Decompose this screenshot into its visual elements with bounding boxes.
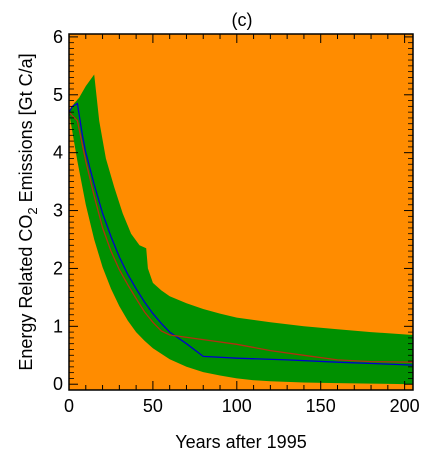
- y-tick-label: 1: [53, 316, 63, 336]
- x-axis-label: Years after 1995: [175, 432, 306, 452]
- x-tick-label: 200: [390, 396, 420, 416]
- axis-ticks: [68, 34, 413, 390]
- y-tick-label: 3: [53, 201, 63, 221]
- plot-frame: [68, 33, 414, 391]
- y-axis-label: Energy Related CO2 Emissions [Gt C/a]: [16, 53, 40, 370]
- y-tick-label: 5: [53, 85, 63, 105]
- y-tick-label: 2: [53, 258, 63, 278]
- x-tick-label: 100: [222, 396, 252, 416]
- y-axis-label-part2: Emissions [Gt C/a]: [16, 53, 36, 207]
- x-tick-label: 150: [306, 396, 336, 416]
- plot-content: [68, 74, 414, 385]
- tick-labels: 0 50 100 150 200 0 1 2 3 4 5 6: [53, 27, 420, 416]
- y-tick-label: 0: [53, 374, 63, 394]
- series-line-2: [68, 111, 414, 363]
- x-tick-label: 0: [64, 396, 74, 416]
- y-tick-label: 6: [53, 27, 63, 47]
- x-tick-label: 50: [143, 396, 163, 416]
- y-axis-label-subscript: 2: [25, 207, 40, 214]
- y-tick-label: 4: [53, 143, 63, 163]
- series-line-1: [68, 102, 414, 366]
- y-axis-label-part1: Energy Related CO: [16, 215, 36, 371]
- chart-title: (c): [232, 10, 253, 30]
- uncertainty-band: [69, 74, 413, 385]
